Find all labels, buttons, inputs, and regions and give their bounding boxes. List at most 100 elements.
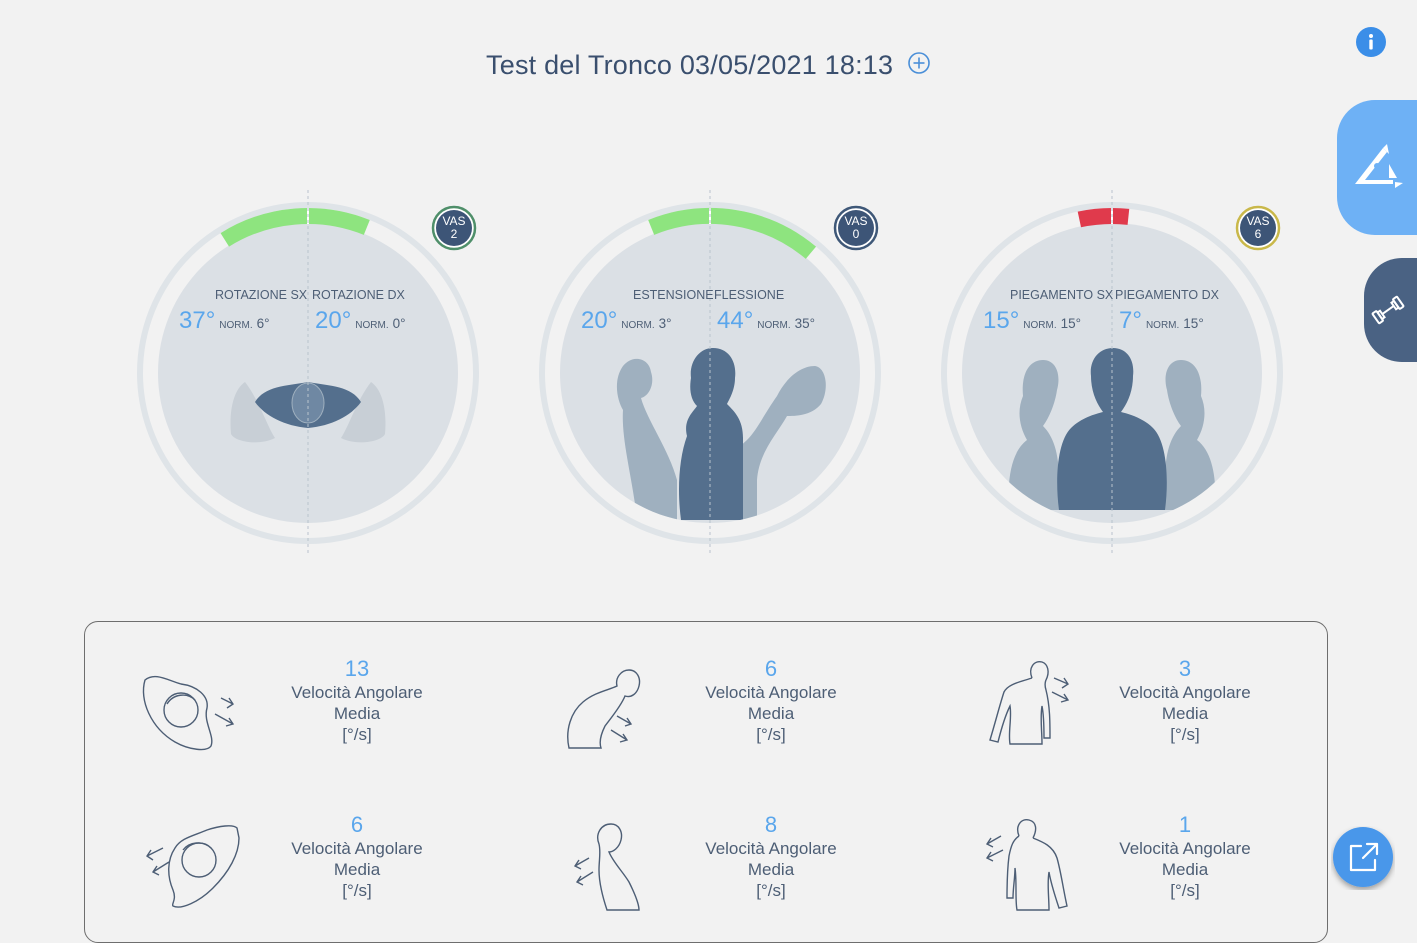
metric-rotation-right: 6 Velocità Angolare Media [°/s] <box>227 812 487 901</box>
metric-value: 3 <box>1178 656 1192 681</box>
left-label: PIEGAMENTO SX <box>1010 288 1114 302</box>
metric-label: Media <box>1161 860 1209 879</box>
left-value: 37° NORM. 6° <box>179 307 270 335</box>
add-circle-icon[interactable] <box>907 51 931 75</box>
right-norm-label: NORM. <box>355 320 389 331</box>
left-norm-value: 6° <box>256 316 270 331</box>
angle-measure-icon <box>1355 144 1403 188</box>
gauge-dial <box>941 190 1283 556</box>
metric-label: Velocità Angolare <box>705 683 837 702</box>
metric-label: Media <box>333 860 381 879</box>
metric-unit: [°/s] <box>342 881 372 900</box>
vas-label: VAS <box>844 214 868 228</box>
shoulder-shadow-left <box>230 382 275 443</box>
bend-right-icon <box>989 661 1070 745</box>
metric-value: 8 <box>764 812 778 837</box>
range-arc <box>1077 208 1130 228</box>
metric-unit: [°/s] <box>756 725 786 744</box>
right-degrees: 20° <box>315 307 352 334</box>
flexion-icon <box>567 669 641 749</box>
range-arc <box>648 208 817 259</box>
rotation-right-icon <box>146 825 240 908</box>
exercise-button[interactable] <box>1364 258 1417 362</box>
metric-label: Velocità Angolare <box>291 683 423 702</box>
metric-value: 6 <box>350 812 364 837</box>
bend-right-silhouette <box>1165 360 1216 510</box>
metric-flexion: 6 Velocità Angolare Media [°/s] <box>641 656 901 745</box>
metric-value: 13 <box>344 656 370 681</box>
metric-bend-left: 1 Velocità Angolare Media [°/s] <box>1055 812 1315 901</box>
left-norm-value: 3° <box>658 316 672 331</box>
metric-unit: [°/s] <box>342 725 372 744</box>
left-norm-label: NORM. <box>219 320 253 331</box>
left-value: 15° NORM. 15° <box>983 307 1081 335</box>
metric-label: Velocità Angolare <box>1119 683 1251 702</box>
left-label: ESTENSIONE <box>633 288 714 302</box>
right-norm-label: NORM. <box>1145 320 1180 331</box>
metric-label: Velocità Angolare <box>291 839 423 858</box>
right-norm-value: 15° <box>1183 316 1204 331</box>
angular-velocity-panel: 13 Velocità Angolare Media [°/s] 6 Veloc… <box>84 621 1328 943</box>
rotation-left-icon <box>142 675 235 751</box>
gauge-dial <box>539 190 881 556</box>
metric-label: Media <box>333 704 381 723</box>
page-title: Test del Tronco 03/05/2021 18:13 <box>0 50 1417 81</box>
gauge-lateral-bending: PIEGAMENTO SX PIEGAMENTO DX 15° NORM. 15° 7° N… <box>939 190 1285 556</box>
vas-value: 0 <box>852 227 860 241</box>
right-degrees: 7° <box>1119 307 1142 334</box>
vas-value: 6 <box>1254 227 1262 241</box>
body-silhouettes <box>230 382 386 443</box>
gauge-dial <box>137 190 479 556</box>
left-value: 20° NORM. 3° <box>581 307 672 335</box>
right-label: FLESSIONE <box>714 288 785 302</box>
metric-unit: [°/s] <box>1170 725 1200 744</box>
right-value: 7° NORM. 15° <box>1119 307 1204 335</box>
external-link-icon[interactable] <box>1331 826 1395 890</box>
gauge-rotation: ROTAZIONE SX ROTAZIONE DX 37° NORM. 6° 20° NOR… <box>135 190 481 556</box>
body-silhouettes <box>1008 348 1216 510</box>
metric-label: Velocità Angolare <box>705 839 837 858</box>
right-value: 44° NORM. 35° <box>717 307 815 335</box>
metric-value: 1 <box>1178 812 1192 837</box>
info-icon[interactable] <box>1356 27 1386 57</box>
vas-label: VAS <box>1246 214 1270 228</box>
metric-bend-right: 3 Velocità Angolare Media [°/s] <box>1055 656 1315 745</box>
left-degrees: 20° <box>581 307 618 334</box>
metric-label: Media <box>747 860 795 879</box>
extension-icon <box>573 823 640 911</box>
neutral-silhouette <box>679 348 743 520</box>
bend-left-icon <box>985 819 1068 911</box>
body-silhouettes <box>616 348 826 520</box>
vas-badge[interactable]: VAS 0 <box>833 205 879 251</box>
bend-left-silhouette <box>1008 360 1059 510</box>
left-norm-label: NORM. <box>621 320 655 331</box>
dumbbell-icon <box>1371 295 1405 325</box>
left-degrees: 37° <box>179 307 216 334</box>
left-label: ROTAZIONE SX <box>215 288 308 302</box>
left-norm-label: NORM. <box>1023 320 1057 331</box>
right-degrees: 44° <box>717 307 754 334</box>
flexion-silhouette <box>723 366 826 520</box>
range-arc <box>220 208 370 247</box>
right-label: PIEGAMENTO DX <box>1115 288 1219 302</box>
gauge-flexion-extension: ESTENSIONE FLESSIONE 20° NORM. 3° 44° NORM. 35°… <box>537 190 883 556</box>
vas-label: VAS <box>442 214 466 228</box>
angle-measure-button[interactable] <box>1337 100 1417 235</box>
right-norm-value: 35° <box>794 316 816 331</box>
right-norm-value: 0° <box>392 316 406 331</box>
right-value: 20° NORM. 0° <box>315 307 406 335</box>
left-degrees: 15° <box>983 307 1020 334</box>
neutral-silhouette <box>1057 348 1167 510</box>
metric-label: Media <box>1161 704 1209 723</box>
metric-rotation-left: 13 Velocità Angolare Media [°/s] <box>227 656 487 745</box>
vas-badge[interactable]: VAS 6 <box>1235 205 1281 251</box>
vas-badge[interactable]: VAS 2 <box>431 205 477 251</box>
metric-unit: [°/s] <box>1170 881 1200 900</box>
extension-silhouette <box>616 358 677 520</box>
page-title-text: Test del Tronco 03/05/2021 18:13 <box>486 50 894 80</box>
right-label: ROTAZIONE DX <box>312 288 405 302</box>
vas-value: 2 <box>450 227 458 241</box>
metric-extension: 8 Velocità Angolare Media [°/s] <box>641 812 901 901</box>
metric-label: Velocità Angolare <box>1119 839 1251 858</box>
metric-label: Media <box>747 704 795 723</box>
